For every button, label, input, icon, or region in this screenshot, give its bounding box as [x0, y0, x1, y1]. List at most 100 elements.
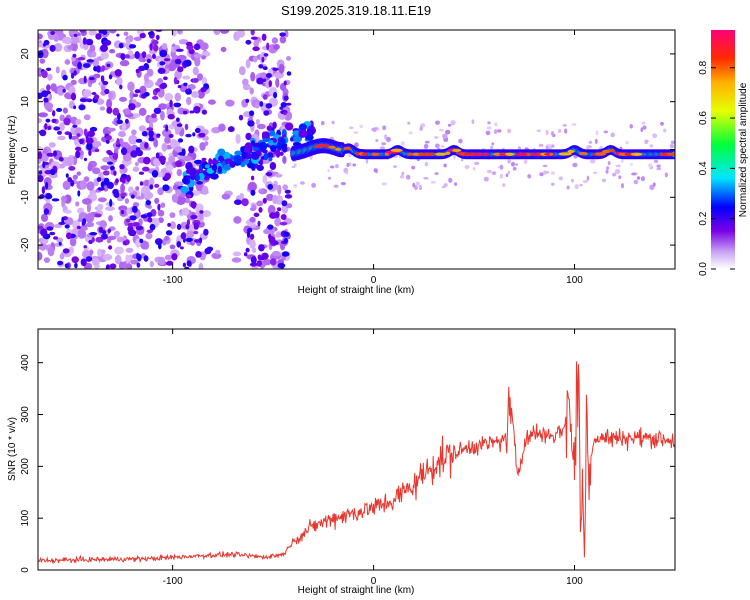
- spectrogram-cell: [653, 159, 659, 163]
- spectrogram-cell: [115, 178, 119, 184]
- snr-frame: [37, 328, 676, 571]
- spectrogram-cell: [261, 131, 267, 140]
- spectrogram-cell: [252, 55, 258, 63]
- spectrogram-cell: [234, 150, 243, 156]
- spectrogram-cell: [491, 171, 497, 176]
- spectrogram-cell: [38, 251, 43, 261]
- y-tick-label: 20: [20, 48, 31, 60]
- colorbar-ticks: 0.0 0.2 0.4 0.6 0.8: [698, 60, 735, 276]
- spectrogram-cell: [62, 88, 66, 93]
- spectrogram-cell: [241, 198, 249, 207]
- spectrogram-cell: [57, 130, 62, 135]
- spectrogram-cell: [259, 101, 264, 107]
- y-tick-label: 10: [20, 96, 31, 108]
- spectrogram-cell: [47, 73, 53, 81]
- spectrogram-cell: [348, 162, 352, 167]
- snr-panel: -100 0 100 0 100 200 300 400 Height of straight…: [7, 328, 676, 596]
- spectrogram-cell: [127, 50, 134, 56]
- spectrogram-cell: [86, 59, 95, 63]
- spectrogram-cell: [186, 260, 192, 267]
- spectrogram-cell: [415, 181, 421, 186]
- spectrogram-cell: [412, 182, 416, 188]
- spectrogram-cell: [119, 164, 125, 170]
- spectrogram-cell: [170, 139, 178, 149]
- spectrogram-cell: [158, 242, 162, 250]
- spectrogram-cell: [108, 215, 113, 222]
- spectrogram-cell: [669, 144, 675, 149]
- spectrogram-cell: [107, 228, 112, 234]
- spectrogram-cell: [104, 88, 110, 95]
- spectrogram-cell: [595, 130, 599, 136]
- spectrogram-cell: [125, 239, 130, 245]
- spectrogram-cell: [72, 174, 79, 180]
- spectrogram-cell: [285, 203, 293, 209]
- spectrogram-cell: [262, 137, 272, 142]
- spectrogram-cell: [105, 135, 112, 141]
- spectrogram-cell: [38, 112, 48, 118]
- spectrogram-cell: [154, 183, 160, 188]
- spectrogram-cell: [97, 197, 107, 203]
- spectrogram-cell: [149, 43, 153, 51]
- spectrogram-cell: [89, 77, 95, 81]
- spectrogram-cell: [128, 229, 136, 236]
- spectrogram-cell: [281, 200, 288, 207]
- spectrogram-cell: [615, 164, 622, 168]
- spectrogram-cell: [39, 58, 46, 64]
- spectrogram-cell: [82, 198, 92, 205]
- spectrogram-cell: [108, 245, 113, 250]
- spectrogram-cell: [184, 266, 190, 269]
- x-tick-label: -100: [163, 275, 183, 286]
- spectrogram-cell: [181, 207, 190, 216]
- spectrogram-cell: [148, 177, 155, 186]
- spectrogram-cell: [161, 142, 168, 152]
- spectrogram-cell: [157, 203, 161, 211]
- spectrogram-cell: [636, 176, 641, 180]
- spectrogram-cell: [179, 246, 184, 250]
- spectrogram-cell: [118, 42, 124, 49]
- spectrogram-cell: [180, 186, 189, 194]
- spectrogram-cell: [663, 128, 667, 133]
- spectrogram-cell: [65, 156, 75, 167]
- spectrogram-cell: [247, 181, 257, 192]
- spectrogram-cell: [198, 132, 206, 138]
- y-tick-label: -10: [20, 190, 31, 205]
- spectrogram-cell: [282, 184, 289, 191]
- spectrogram-cell: [85, 256, 93, 262]
- spectrogram-cell: [83, 157, 88, 162]
- spectrogram-cell: [259, 188, 264, 193]
- spectrogram-cell: [125, 118, 129, 124]
- spectrogram-cell: [471, 119, 475, 124]
- spectrogram-cell: [434, 172, 439, 175]
- spectrogram-cell: [82, 37, 87, 45]
- spectrogram-cell: [268, 233, 272, 240]
- spectrogram-cell: [249, 262, 258, 267]
- spectrogram-cell: [85, 213, 95, 223]
- spectrogram-cell: [135, 68, 140, 74]
- spectrogram-cell: [250, 36, 258, 40]
- spectrogram-cell: [123, 31, 129, 36]
- spectrogram-cell: [145, 232, 153, 240]
- spectrogram-cell: [73, 139, 79, 144]
- spectrogram-cell: [249, 216, 256, 223]
- spectrogram-cell: [127, 81, 135, 92]
- spectrogram-cell: [77, 57, 86, 61]
- spectrogram-cell: [353, 131, 359, 134]
- spectrogram-cell: [174, 146, 183, 152]
- spectrogram-cell: [443, 163, 447, 168]
- spectrogram-cell: [280, 214, 287, 220]
- spectrogram-cell: [79, 98, 88, 103]
- spectrogram-cell: [159, 49, 168, 58]
- spectrogram-cell: [261, 33, 267, 41]
- spectrogram-cell: [241, 151, 247, 159]
- spectrogram-cell: [59, 114, 65, 122]
- spectrogram-cell: [148, 31, 154, 36]
- spectrogram-cell: [335, 147, 341, 151]
- spectrogram-cell: [592, 171, 598, 174]
- spectrogram-cell: [605, 166, 610, 170]
- spectrogram-cell: [185, 41, 193, 47]
- spectrogram-cell: [201, 210, 212, 218]
- spectrogram-cell: [191, 91, 200, 98]
- spectrogram-cell: [193, 43, 201, 51]
- spectrogram-cell: [70, 92, 77, 101]
